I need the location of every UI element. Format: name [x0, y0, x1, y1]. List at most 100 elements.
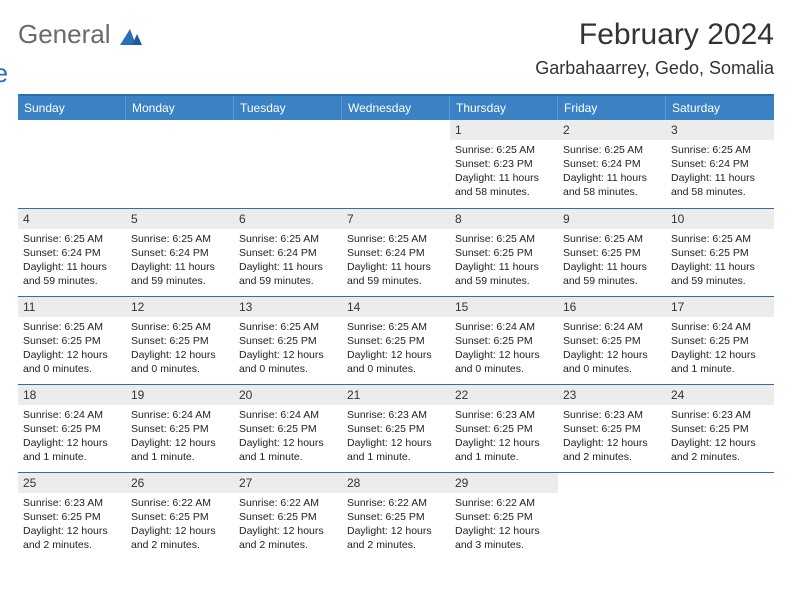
- day-number: [342, 120, 450, 140]
- day-number: 3: [666, 120, 774, 140]
- day-number: 15: [450, 297, 558, 317]
- calendar-day: 27Sunrise: 6:22 AMSunset: 6:25 PMDayligh…: [234, 472, 342, 560]
- location: Garbahaarrey, Gedo, Somalia: [535, 58, 774, 79]
- calendar-day: 20Sunrise: 6:24 AMSunset: 6:25 PMDayligh…: [234, 384, 342, 472]
- weekday-label: Sunday: [18, 96, 126, 120]
- day-number: 4: [18, 209, 126, 229]
- logo-text-blue: Blue: [0, 63, 142, 84]
- calendar-day: 11Sunrise: 6:25 AMSunset: 6:25 PMDayligh…: [18, 296, 126, 384]
- day-number: [558, 473, 666, 493]
- calendar-day: 21Sunrise: 6:23 AMSunset: 6:25 PMDayligh…: [342, 384, 450, 472]
- day-number: 26: [126, 473, 234, 493]
- day-number: 11: [18, 297, 126, 317]
- header: General Blue February 2024 Garbahaarrey,…: [18, 18, 774, 84]
- day-details: Sunrise: 6:22 AMSunset: 6:25 PMDaylight:…: [126, 493, 234, 557]
- day-number: 18: [18, 385, 126, 405]
- day-details: Sunrise: 6:23 AMSunset: 6:25 PMDaylight:…: [450, 405, 558, 469]
- day-details: Sunrise: 6:24 AMSunset: 6:25 PMDaylight:…: [234, 405, 342, 469]
- day-details: Sunrise: 6:23 AMSunset: 6:25 PMDaylight:…: [18, 493, 126, 557]
- day-number: 7: [342, 209, 450, 229]
- day-number: 8: [450, 209, 558, 229]
- calendar-day: 4Sunrise: 6:25 AMSunset: 6:24 PMDaylight…: [18, 208, 126, 296]
- day-number: 22: [450, 385, 558, 405]
- day-number: 13: [234, 297, 342, 317]
- logo-text-general: General: [18, 19, 111, 49]
- day-details: Sunrise: 6:25 AMSunset: 6:24 PMDaylight:…: [558, 140, 666, 204]
- calendar-day: 19Sunrise: 6:24 AMSunset: 6:25 PMDayligh…: [126, 384, 234, 472]
- calendar-day-empty: [18, 120, 126, 208]
- calendar-day: 23Sunrise: 6:23 AMSunset: 6:25 PMDayligh…: [558, 384, 666, 472]
- day-details: Sunrise: 6:22 AMSunset: 6:25 PMDaylight:…: [450, 493, 558, 557]
- day-number: 1: [450, 120, 558, 140]
- calendar-day: 10Sunrise: 6:25 AMSunset: 6:25 PMDayligh…: [666, 208, 774, 296]
- calendar-day-empty: [342, 120, 450, 208]
- day-details: Sunrise: 6:25 AMSunset: 6:24 PMDaylight:…: [126, 229, 234, 293]
- calendar-day: 3Sunrise: 6:25 AMSunset: 6:24 PMDaylight…: [666, 120, 774, 208]
- calendar-day: 8Sunrise: 6:25 AMSunset: 6:25 PMDaylight…: [450, 208, 558, 296]
- day-number: 16: [558, 297, 666, 317]
- day-number: 21: [342, 385, 450, 405]
- day-details: Sunrise: 6:24 AMSunset: 6:25 PMDaylight:…: [126, 405, 234, 469]
- day-number: [126, 120, 234, 140]
- day-details: Sunrise: 6:25 AMSunset: 6:24 PMDaylight:…: [666, 140, 774, 204]
- calendar-day: 12Sunrise: 6:25 AMSunset: 6:25 PMDayligh…: [126, 296, 234, 384]
- calendar-day: 17Sunrise: 6:24 AMSunset: 6:25 PMDayligh…: [666, 296, 774, 384]
- day-number: 20: [234, 385, 342, 405]
- day-details: Sunrise: 6:23 AMSunset: 6:25 PMDaylight:…: [558, 405, 666, 469]
- calendar-day: 16Sunrise: 6:24 AMSunset: 6:25 PMDayligh…: [558, 296, 666, 384]
- calendar-day: 28Sunrise: 6:22 AMSunset: 6:25 PMDayligh…: [342, 472, 450, 560]
- weekday-label: Saturday: [666, 96, 774, 120]
- calendar: SundayMondayTuesdayWednesdayThursdayFrid…: [18, 94, 774, 560]
- day-number: [18, 120, 126, 140]
- calendar-day: 26Sunrise: 6:22 AMSunset: 6:25 PMDayligh…: [126, 472, 234, 560]
- day-number: 24: [666, 385, 774, 405]
- calendar-day: 18Sunrise: 6:24 AMSunset: 6:25 PMDayligh…: [18, 384, 126, 472]
- day-number: 19: [126, 385, 234, 405]
- calendar-day: 13Sunrise: 6:25 AMSunset: 6:25 PMDayligh…: [234, 296, 342, 384]
- day-number: 28: [342, 473, 450, 493]
- day-details: Sunrise: 6:24 AMSunset: 6:25 PMDaylight:…: [666, 317, 774, 381]
- day-details: Sunrise: 6:23 AMSunset: 6:25 PMDaylight:…: [666, 405, 774, 469]
- day-details: Sunrise: 6:25 AMSunset: 6:25 PMDaylight:…: [342, 317, 450, 381]
- day-number: 25: [18, 473, 126, 493]
- calendar-day-empty: [234, 120, 342, 208]
- calendar-day: 29Sunrise: 6:22 AMSunset: 6:25 PMDayligh…: [450, 472, 558, 560]
- day-number: 5: [126, 209, 234, 229]
- day-details: Sunrise: 6:25 AMSunset: 6:24 PMDaylight:…: [342, 229, 450, 293]
- day-number: 23: [558, 385, 666, 405]
- day-number: 12: [126, 297, 234, 317]
- weekday-header: SundayMondayTuesdayWednesdayThursdayFrid…: [18, 96, 774, 120]
- day-number: 14: [342, 297, 450, 317]
- title-block: February 2024 Garbahaarrey, Gedo, Somali…: [535, 18, 774, 79]
- weekday-label: Wednesday: [342, 96, 450, 120]
- day-details: Sunrise: 6:24 AMSunset: 6:25 PMDaylight:…: [18, 405, 126, 469]
- calendar-day: 14Sunrise: 6:25 AMSunset: 6:25 PMDayligh…: [342, 296, 450, 384]
- day-details: Sunrise: 6:25 AMSunset: 6:25 PMDaylight:…: [666, 229, 774, 293]
- weekday-label: Tuesday: [234, 96, 342, 120]
- calendar-day: 22Sunrise: 6:23 AMSunset: 6:25 PMDayligh…: [450, 384, 558, 472]
- day-number: 9: [558, 209, 666, 229]
- day-number: 2: [558, 120, 666, 140]
- day-details: Sunrise: 6:25 AMSunset: 6:25 PMDaylight:…: [234, 317, 342, 381]
- calendar-day: 9Sunrise: 6:25 AMSunset: 6:25 PMDaylight…: [558, 208, 666, 296]
- day-number: 6: [234, 209, 342, 229]
- day-number: 17: [666, 297, 774, 317]
- calendar-day: 5Sunrise: 6:25 AMSunset: 6:24 PMDaylight…: [126, 208, 234, 296]
- calendar-grid: 1Sunrise: 6:25 AMSunset: 6:23 PMDaylight…: [18, 120, 774, 560]
- calendar-day: 24Sunrise: 6:23 AMSunset: 6:25 PMDayligh…: [666, 384, 774, 472]
- day-number: [234, 120, 342, 140]
- logo-sail-icon: [120, 27, 142, 45]
- day-details: Sunrise: 6:25 AMSunset: 6:25 PMDaylight:…: [450, 229, 558, 293]
- day-details: Sunrise: 6:25 AMSunset: 6:25 PMDaylight:…: [558, 229, 666, 293]
- month-title: February 2024: [535, 18, 774, 52]
- calendar-day: 25Sunrise: 6:23 AMSunset: 6:25 PMDayligh…: [18, 472, 126, 560]
- day-details: Sunrise: 6:22 AMSunset: 6:25 PMDaylight:…: [234, 493, 342, 557]
- weekday-label: Monday: [126, 96, 234, 120]
- calendar-day: 1Sunrise: 6:25 AMSunset: 6:23 PMDaylight…: [450, 120, 558, 208]
- calendar-day-empty: [558, 472, 666, 560]
- calendar-day: 7Sunrise: 6:25 AMSunset: 6:24 PMDaylight…: [342, 208, 450, 296]
- day-details: Sunrise: 6:25 AMSunset: 6:23 PMDaylight:…: [450, 140, 558, 204]
- day-details: Sunrise: 6:25 AMSunset: 6:25 PMDaylight:…: [126, 317, 234, 381]
- day-number: 29: [450, 473, 558, 493]
- calendar-day: 2Sunrise: 6:25 AMSunset: 6:24 PMDaylight…: [558, 120, 666, 208]
